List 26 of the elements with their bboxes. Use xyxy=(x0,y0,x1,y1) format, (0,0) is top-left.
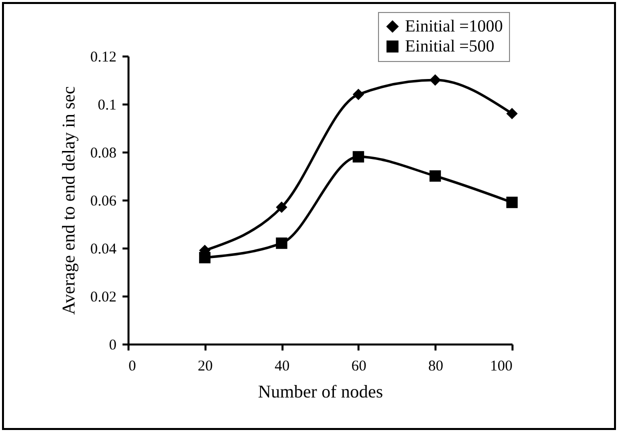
y-tick-label: 0.08 xyxy=(90,146,116,162)
x-tick-label: 20 xyxy=(198,358,213,374)
point xyxy=(430,170,441,182)
y-tick-label: 0 xyxy=(109,338,116,354)
x-axis-title: Number of nodes xyxy=(258,382,383,402)
legend-label: Einitial =500 xyxy=(405,36,494,56)
x-tick-label: 0 xyxy=(128,358,136,374)
y-axis-title: Average end to end delay in sec xyxy=(58,86,78,315)
point xyxy=(276,202,288,213)
x-tick-label: 60 xyxy=(351,358,366,374)
y-tick-label: 0.02 xyxy=(90,290,116,306)
y-tick-label: 0.12 xyxy=(90,50,116,66)
y-tick-label: 0.04 xyxy=(90,242,117,258)
point xyxy=(352,151,364,162)
point xyxy=(352,88,364,100)
x-tick-label: 80 xyxy=(428,358,444,374)
y-tick-label: 0.06 xyxy=(90,194,117,210)
x-tick-label: 40 xyxy=(274,358,290,374)
point xyxy=(506,108,518,120)
point xyxy=(430,74,441,86)
point xyxy=(276,238,288,249)
legend-label: Einitial =1000 xyxy=(405,16,503,36)
y-tick-label: 0.1 xyxy=(98,98,116,114)
point xyxy=(199,252,210,264)
x-tick-label: 100 xyxy=(490,358,512,374)
point xyxy=(506,196,518,208)
